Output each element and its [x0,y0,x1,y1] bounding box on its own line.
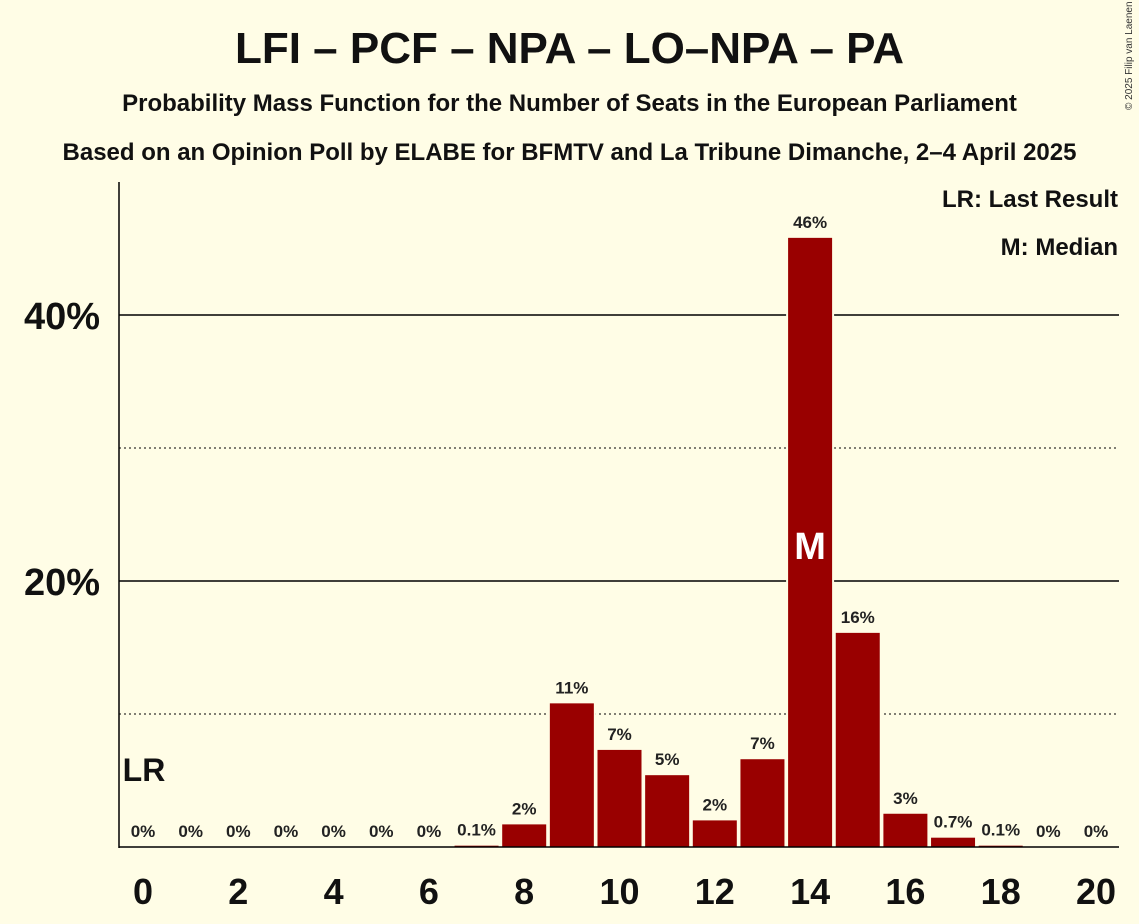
x-tick-label: 20 [1076,871,1116,912]
x-tick-label: 12 [695,871,735,912]
x-tick-label: 0 [133,871,153,912]
data-label: 0% [369,822,394,841]
bar-seat-14 [788,237,833,848]
chart-title: LFI – PCF – NPA – LO–NPA – PA [234,24,905,73]
data-label: 0% [274,822,299,841]
legend-last-result: LR: Last Result [941,186,1118,213]
data-label: 7% [607,725,632,744]
bar-seat-10 [597,749,642,847]
data-label: 7% [750,734,775,753]
bar-seat-12 [692,820,737,847]
x-tick-label: 2 [228,871,248,912]
x-tick-label: 10 [599,871,639,912]
x-tick-label: 6 [419,871,439,912]
data-label: 2% [703,795,728,814]
bar-seat-8 [502,824,547,847]
data-label: 0% [321,822,346,841]
data-label: 2% [512,799,537,818]
bar-seat-13 [740,759,785,847]
data-label: 0.1% [981,821,1020,840]
data-label: 0% [1084,822,1109,841]
data-label: 0% [1036,822,1061,841]
data-label: 5% [655,750,680,769]
data-label: 46% [793,213,827,232]
data-label: 0% [226,822,251,841]
bar-seat-15 [835,632,880,847]
bar-seat-17 [931,837,976,847]
data-label: 0.7% [934,813,973,832]
bar-gap [452,843,501,847]
median-marker: M [794,526,826,568]
data-label: 16% [841,608,875,627]
bar-seat-11 [645,775,690,847]
data-label: 0% [417,822,442,841]
data-label: 0.1% [457,821,496,840]
chart-source-subtitle: Based on an Opinion Poll by ELABE for BF… [62,139,1077,166]
data-label: 0% [178,822,203,841]
legend-median: M: Median [1000,234,1118,261]
x-tick-label: 8 [514,871,534,912]
bar-seat-9 [549,703,594,847]
data-label: 11% [555,678,588,697]
bar-gap [976,843,1025,847]
y-tick-label: 40% [24,296,100,338]
chart-subtitle: Probability Mass Function for the Number… [122,90,1017,117]
x-tick-label: 16 [885,871,925,912]
x-tick-label: 14 [790,871,830,912]
x-tick-label: 4 [324,871,344,912]
data-label: 0% [131,822,156,841]
x-tick-label: 18 [981,871,1021,912]
data-label: 3% [893,789,918,808]
last-result-marker: LR [123,752,166,788]
bar-seat-16 [883,813,928,847]
y-tick-label: 20% [24,562,100,604]
